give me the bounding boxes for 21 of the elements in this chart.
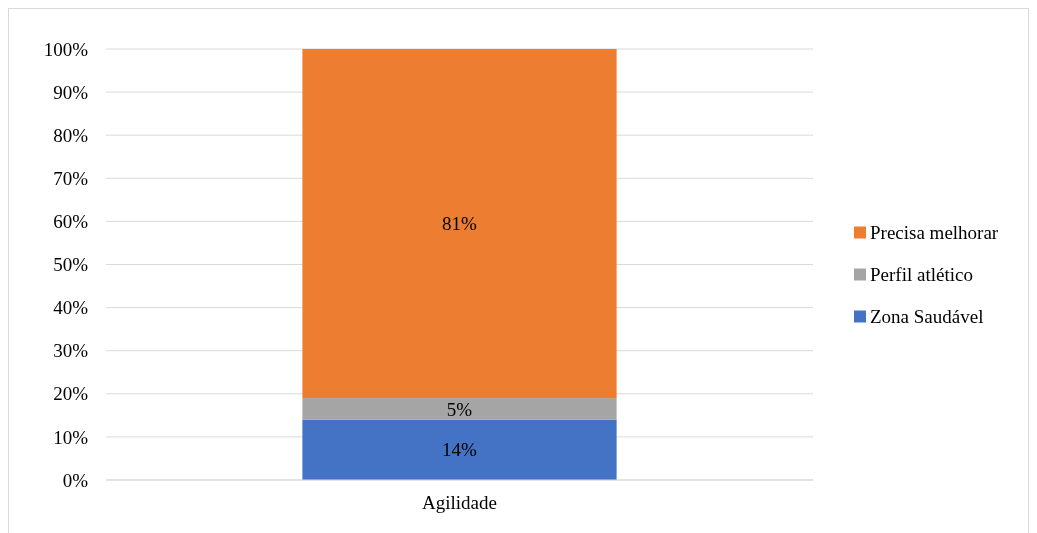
y-tick-label: 50% <box>53 254 89 276</box>
data-label: 14% <box>442 439 478 461</box>
legend-label: Zona Saudável <box>870 306 984 328</box>
y-tick-label: 20% <box>53 383 89 405</box>
y-tick-label: 90% <box>53 81 89 103</box>
legend-label: Perfil atlético <box>870 264 973 286</box>
y-tick-label: 70% <box>53 167 89 189</box>
data-label: 81% <box>442 213 478 235</box>
y-tick-label: 10% <box>53 426 89 448</box>
bar <box>302 398 617 420</box>
bar <box>302 49 617 399</box>
y-tick-label: 40% <box>53 297 89 319</box>
bar <box>302 419 617 480</box>
legend-label: Precisa melhorar <box>870 222 999 244</box>
y-tick-label: 80% <box>53 124 89 146</box>
y-tick-label: 0% <box>62 469 89 491</box>
x-tick-label: Agilidade <box>422 491 497 513</box>
y-tick-label: 60% <box>53 211 89 233</box>
y-tick-label: 100% <box>43 38 89 60</box>
y-tick-label: 30% <box>53 340 89 362</box>
data-label: 5% <box>446 398 473 420</box>
